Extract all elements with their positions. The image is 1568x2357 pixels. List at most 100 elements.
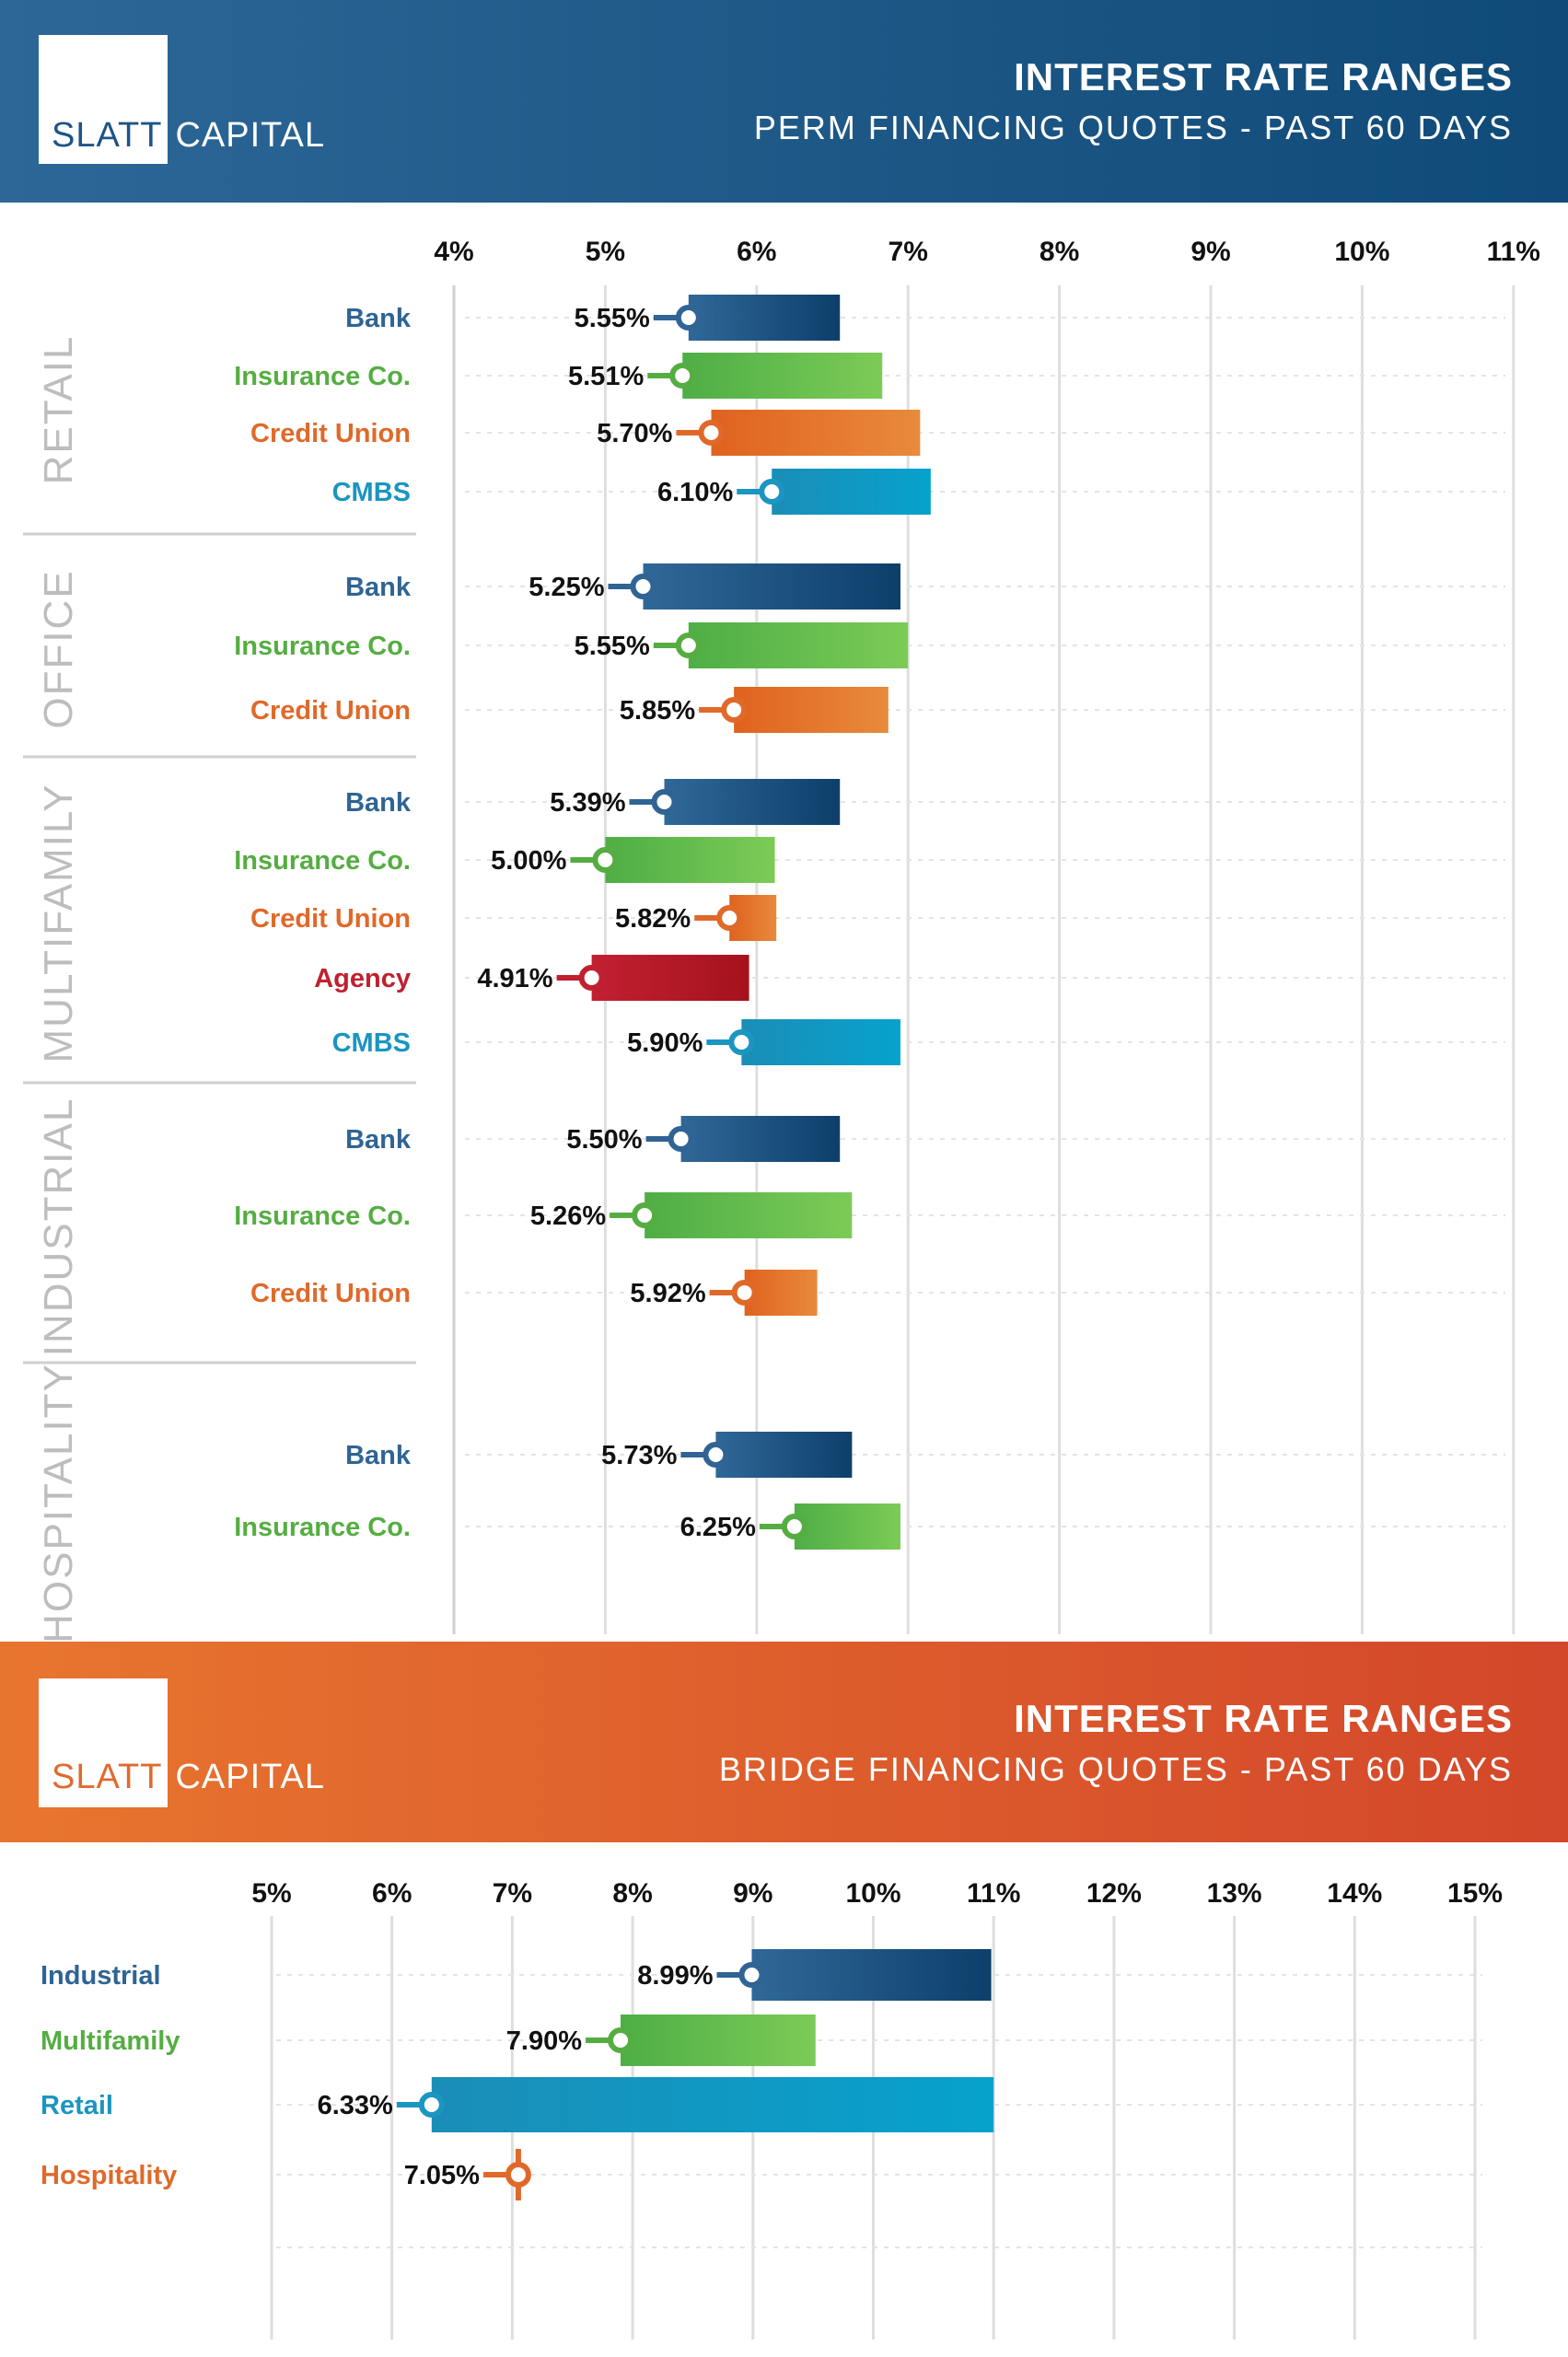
retail-insurance-co-low-value-label: 5.51% (568, 362, 644, 391)
hospitality-bank-low-marker (703, 1442, 729, 1468)
office-bank-range-bar (643, 563, 900, 610)
office-bank-low-marker (630, 574, 656, 599)
perm-header-banner: SLATT CAPITAL INTEREST RATE RANGES PERM F… (0, 0, 1568, 203)
retail-credit-union-range-bar (711, 410, 921, 456)
brand-logo-text: SLATT CAPITAL (52, 116, 325, 156)
x-tick-label: 7% (493, 1878, 532, 1909)
sector-label-hospitality: HOSPITALITY (36, 1363, 81, 1642)
category-label-industrial: Industrial (41, 1961, 161, 1991)
office-insurance-co-low-value-label: 5.55% (575, 632, 650, 661)
retail-credit-union-low-value-label: 5.70% (597, 419, 672, 448)
x-tick-label: 5% (251, 1878, 291, 1909)
bridge-industrial-low-marker (738, 1962, 765, 1988)
x-tick-label: 8% (1040, 237, 1079, 267)
lender-label-cmbs: CMBS (332, 1028, 411, 1058)
multifamily-insurance-co-low-marker (592, 847, 619, 873)
perm-chart-title: INTEREST RATE RANGES (1014, 55, 1513, 99)
lender-label-insurance-co: Insurance Co. (234, 846, 411, 876)
bridge-multifamily-low-value-label: 7.90% (506, 2026, 582, 2056)
x-tick-label: 6% (737, 237, 776, 267)
multifamily-cmbs-low-value-label: 5.90% (627, 1028, 703, 1058)
sector-label-industrial: INDUSTRIAL (36, 1097, 81, 1357)
multifamily-insurance-co-range-bar (605, 837, 775, 883)
bridge-industrial-range-bar (751, 1949, 992, 2001)
retail-insurance-co-range-bar (682, 353, 883, 399)
category-label-retail: Retail (41, 2091, 113, 2120)
x-tick-label: 15% (1447, 1878, 1503, 1909)
bridge-retail-low-value-label: 6.33% (318, 2091, 393, 2120)
bridge-chart-title: INTEREST RATE RANGES (1014, 1697, 1513, 1740)
bridge-hospitality-low-value-label: 7.05% (404, 2161, 480, 2190)
sector-label-retail: RETAIL (36, 335, 81, 485)
lender-label-bank: Bank (345, 573, 412, 602)
lender-label-insurance-co: Insurance Co. (234, 362, 411, 391)
retail-credit-union-low-marker (698, 420, 725, 446)
hospitality-insurance-co-range-bar (794, 1504, 900, 1550)
category-label-hospitality: Hospitality (41, 2161, 177, 2190)
office-insurance-co-range-bar (688, 622, 909, 668)
multifamily-bank-range-bar (664, 779, 841, 825)
brand-logo-text: SLATT CAPITAL (52, 1758, 325, 1797)
bridge-range-chart: 5% 6% 7% 8% 9% 10% 11% 12% 13% 14% 15% Industrial 8.… (41, 1878, 1503, 2340)
x-tick-label: 11% (1487, 237, 1540, 267)
lender-label-credit-union: Credit Union (250, 1279, 411, 1308)
perm-chart-subtitle: PERM FINANCING QUOTES - PAST 60 DAYS (753, 109, 1513, 146)
hospitality-bank-low-value-label: 5.73% (601, 1441, 677, 1470)
industrial-insurance-co-low-marker (632, 1202, 658, 1228)
lender-label-insurance-co: Insurance Co. (234, 1202, 411, 1231)
bridge-multifamily-low-marker (608, 2027, 634, 2053)
multifamily-insurance-co-low-value-label: 5.00% (491, 846, 566, 876)
x-tick-label: 8% (612, 1878, 652, 1909)
retail-bank-low-marker (675, 305, 702, 331)
retail-cmbs-low-value-label: 6.10% (657, 478, 733, 507)
office-credit-union-low-value-label: 5.85% (620, 696, 695, 726)
lender-label-credit-union: Credit Union (250, 904, 411, 934)
bridge-retail-low-marker (418, 2092, 445, 2118)
retail-bank-low-value-label: 5.55% (575, 304, 650, 333)
office-credit-union-range-bar (734, 687, 889, 733)
x-tick-label: 14% (1327, 1878, 1382, 1909)
industrial-credit-union-low-value-label: 5.92% (630, 1279, 705, 1308)
x-tick-label: 11% (967, 1878, 1020, 1909)
brand-logo-box (39, 1678, 168, 1807)
perm-range-chart: 4% 5% 6% 7% 8% 9% 10% 11% RETAIL Bank 5.55% Insuran… (23, 237, 1540, 1642)
lender-label-credit-union: Credit Union (250, 419, 411, 448)
office-credit-union-low-marker (721, 697, 748, 723)
multifamily-credit-union-low-marker (716, 905, 743, 931)
retail-insurance-co-low-marker (669, 363, 696, 389)
lender-label-bank: Bank (345, 304, 412, 333)
lender-label-bank: Bank (345, 1441, 412, 1470)
industrial-bank-low-marker (668, 1126, 694, 1152)
bridge-header-banner: SLATT CAPITAL INTEREST RATE RANGES BRIDGE… (0, 1642, 1568, 1842)
lender-label-insurance-co: Insurance Co. (234, 632, 411, 661)
lender-label-credit-union: Credit Union (250, 696, 411, 726)
office-bank-low-value-label: 5.25% (528, 573, 604, 602)
industrial-credit-union-low-marker (731, 1280, 758, 1306)
multifamily-bank-low-marker (651, 789, 678, 815)
lender-label-insurance-co: Insurance Co. (234, 1513, 411, 1542)
multifamily-agency-low-value-label: 4.91% (477, 964, 552, 993)
hospitality-insurance-co-low-value-label: 6.25% (680, 1513, 756, 1542)
x-tick-label: 12% (1086, 1878, 1142, 1909)
brand-logo-box (39, 35, 168, 164)
x-tick-label: 6% (372, 1878, 412, 1909)
lender-label-agency: Agency (314, 964, 411, 993)
x-tick-label: 4% (434, 237, 473, 267)
retail-cmbs-low-marker (759, 479, 785, 505)
retail-bank-range-bar (688, 295, 841, 341)
bridge-industrial-low-value-label: 8.99% (637, 1961, 713, 1991)
x-tick-label: 5% (586, 237, 625, 267)
industrial-bank-range-bar (680, 1116, 841, 1162)
industrial-bank-low-value-label: 5.50% (566, 1125, 642, 1155)
sector-label-multifamily: MULTIFAMILY (36, 784, 81, 1063)
sector-label-office: OFFICE (36, 569, 81, 728)
x-tick-label: 10% (845, 1878, 900, 1909)
brand-name-part1: SLATT (52, 1758, 163, 1796)
multifamily-agency-low-marker (578, 965, 605, 991)
x-tick-label: 9% (1191, 237, 1230, 267)
multifamily-credit-union-low-value-label: 5.82% (615, 904, 691, 934)
industrial-insurance-co-low-value-label: 5.26% (530, 1202, 606, 1231)
hospitality-insurance-co-low-marker (781, 1514, 807, 1539)
bridge-chart-subtitle: BRIDGE FINANCING QUOTES - PAST 60 DAYS (718, 1750, 1513, 1788)
brand-name-part2: CAPITAL (175, 1758, 325, 1796)
